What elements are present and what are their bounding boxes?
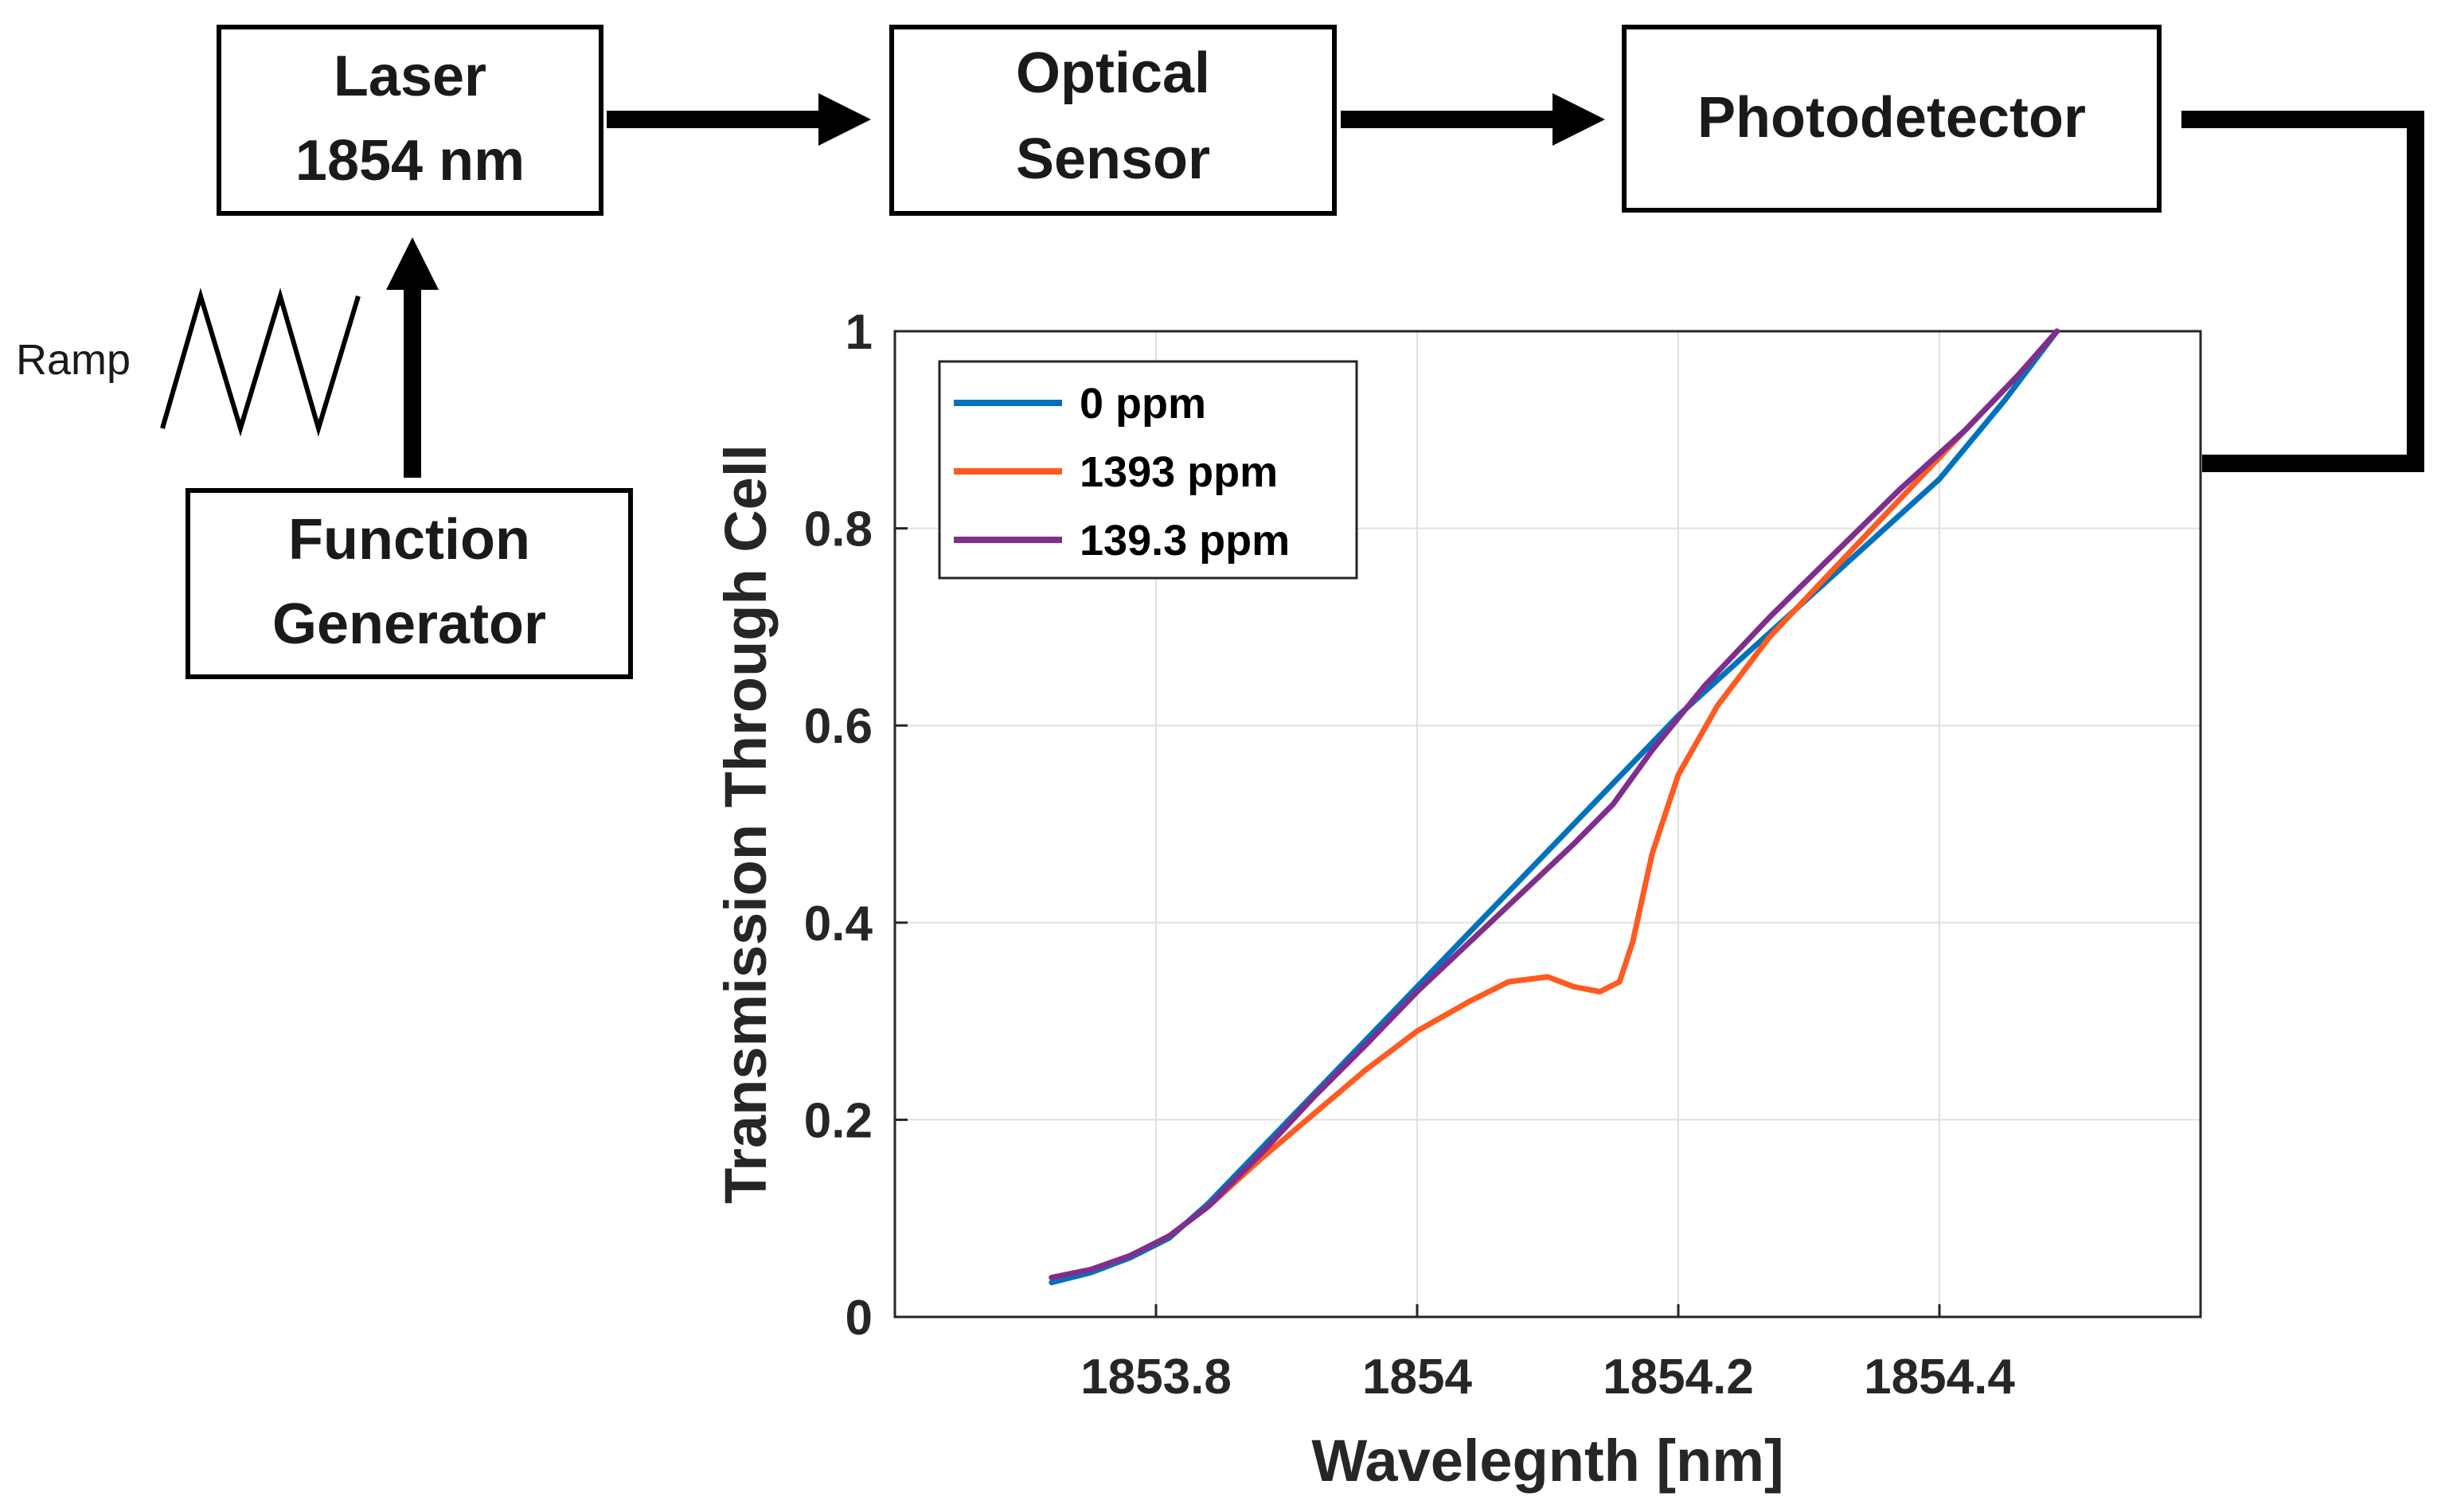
x-axis-label: Wavelegnth [nm] (1311, 1428, 1783, 1494)
sensor-label-line1: Optical (1016, 41, 1210, 105)
sensor-label-line2: Sensor (1016, 127, 1210, 191)
laser-label-line1: Laser (334, 45, 486, 108)
detector-output-line (2181, 111, 2424, 472)
x-tick-label: 1853.8 (1080, 1350, 1232, 1405)
function-generator-block: Function Generator (186, 488, 633, 679)
y-tick-label: 0.2 (804, 1093, 873, 1148)
x-tick-label: 1854 (1362, 1350, 1472, 1405)
laser-label-line2: 1854 nm (295, 129, 525, 193)
chart-series (1049, 328, 2060, 1286)
chart-ticks: 1853.8 1854 1854.2 1854.4 0 0.2 0.4 0.6 0.8 1 (804, 305, 2016, 1405)
y-tick-label: 1 (846, 305, 873, 360)
legend-label-3: 139.3 ppm (1080, 517, 1290, 565)
photodetector-block: Photodetector (1622, 25, 2162, 213)
y-axis-label: Transmission Through Cell (713, 444, 779, 1204)
y-tick-label: 0.8 (804, 502, 873, 557)
legend-label-2: 1393 ppm (1080, 448, 1278, 496)
x-tick-label: 1854.4 (1864, 1350, 2015, 1405)
series-line-3 (1049, 328, 2060, 1280)
x-tick-label: 1854.2 (1603, 1350, 1754, 1405)
laser-block: Laser 1854 nm (217, 25, 603, 216)
ramp-label: Ramp (16, 336, 131, 384)
legend-label-1: 0 ppm (1080, 380, 1206, 428)
ramp-waveform-icon (160, 287, 361, 437)
plot-area-frame (893, 330, 2202, 1319)
chart-legend: 0 ppm 1393 ppm 139.3 ppm (938, 360, 1358, 580)
photodetector-label: Photodetector (1697, 86, 2086, 150)
optical-sensor-block: Optical Sensor (889, 25, 1337, 216)
y-tick-label: 0 (846, 1291, 873, 1346)
generator-label-line1: Function (288, 508, 530, 572)
transmission-chart: 1853.8 1854 1854.2 1854.4 0 0.2 0.4 0.6 0.8 1 0 p… (713, 305, 2202, 1494)
y-tick-label: 0.6 (804, 699, 873, 754)
generator-label-line2: Generator (272, 592, 546, 656)
y-tick-label: 0.4 (804, 897, 873, 951)
